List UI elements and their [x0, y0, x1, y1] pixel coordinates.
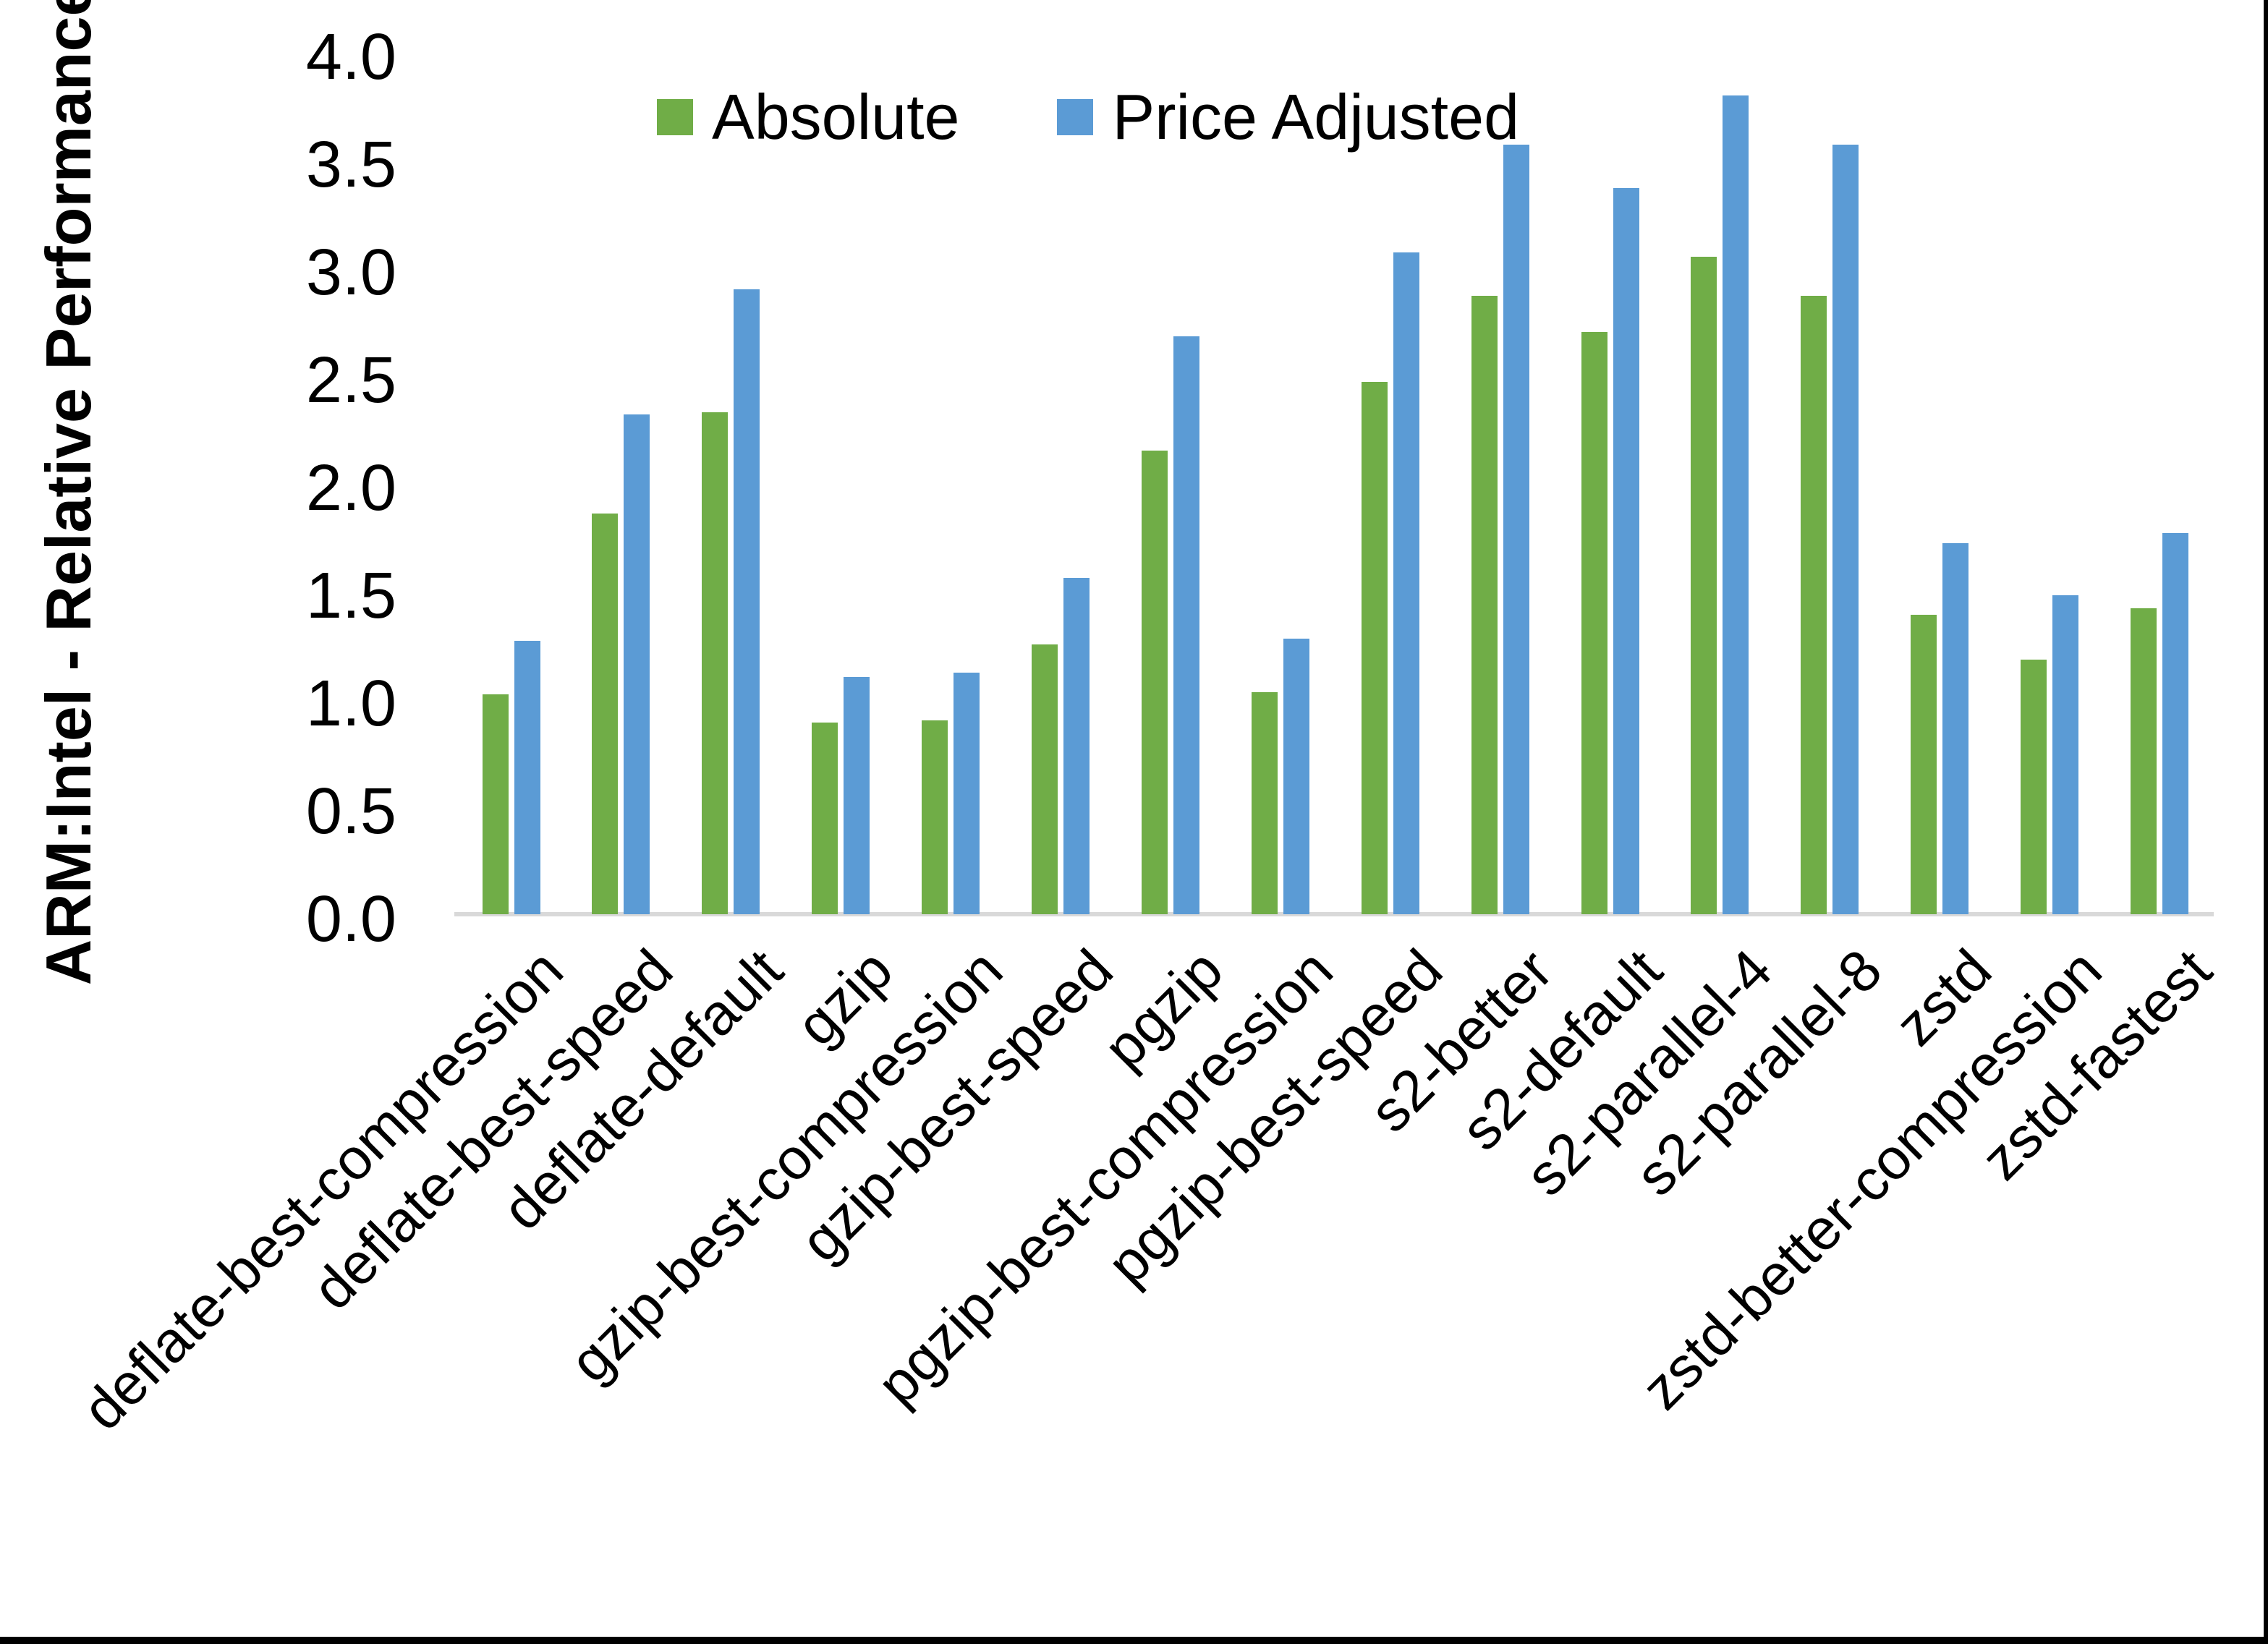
bar-absolute-pgzip-best-compression [1252, 692, 1278, 914]
bar-absolute-pgzip [1142, 451, 1168, 914]
bar-absolute-s2-parallel-4 [1691, 257, 1717, 914]
bar-absolute-deflate-best-speed [592, 514, 618, 914]
y-tick-label: 1.5 [305, 560, 396, 632]
bar-absolute-gzip-best-compression [922, 720, 948, 914]
legend: Absolute Price Adjusted [657, 72, 1519, 162]
bar-absolute-pgzip-best-speed [1362, 382, 1388, 914]
bar-absolute-s2-default [1581, 332, 1607, 914]
y-tick-label: 0.5 [305, 775, 396, 848]
bar-price-adjusted-deflate-best-compression [514, 641, 540, 914]
y-tick-label: 2.5 [305, 344, 396, 417]
y-tick-label: 3.0 [305, 237, 396, 309]
bar-price-adjusted-s2-default [1613, 188, 1639, 914]
bar-absolute-zstd-better-compression [2021, 660, 2047, 914]
bar-price-adjusted-deflate-best-speed [624, 414, 650, 914]
bar-price-adjusted-zstd-fastest [2162, 533, 2188, 914]
y-tick-label: 3.5 [305, 129, 396, 201]
bar-absolute-s2-parallel-8 [1801, 296, 1827, 914]
bar-absolute-s2-better [1471, 296, 1498, 914]
bar-absolute-zstd-fastest [2131, 608, 2157, 914]
bar-price-adjusted-zstd-better-compression [2052, 595, 2078, 914]
bar-price-adjusted-deflate-default [734, 289, 760, 914]
bar-absolute-deflate-default [702, 412, 728, 914]
y-tick-label: 4.0 [305, 21, 396, 93]
bar-price-adjusted-gzip-best-compression [954, 673, 980, 914]
bar-absolute-deflate-best-compression [483, 694, 509, 914]
bar-absolute-gzip [812, 723, 838, 914]
bar-price-adjusted-zstd [1942, 543, 1968, 914]
y-tick-label: 0.0 [305, 883, 396, 955]
y-tick-label: 1.0 [305, 668, 396, 740]
legend-swatch-absolute-icon [657, 99, 693, 135]
bar-price-adjusted-gzip [844, 677, 870, 914]
bar-price-adjusted-s2-parallel-8 [1832, 145, 1859, 914]
bar-price-adjusted-gzip-best-speed [1063, 578, 1090, 914]
legend-label-absolute: Absolute [712, 81, 960, 153]
legend-swatch-price-adjusted-icon [1057, 99, 1094, 135]
legend-item-price-adjusted: Price Adjusted [1057, 72, 1519, 162]
bar-price-adjusted-s2-parallel-4 [1723, 95, 1749, 914]
legend-label-price-adjusted: Price Adjusted [1112, 81, 1520, 153]
bar-price-adjusted-pgzip-best-compression [1283, 639, 1309, 914]
y-tick-label: 2.0 [305, 452, 396, 524]
legend-item-absolute: Absolute [657, 72, 959, 162]
x-axis-line [454, 912, 2214, 916]
bar-absolute-gzip-best-speed [1032, 644, 1058, 914]
bar-price-adjusted-s2-better [1503, 145, 1529, 914]
frame-border-bottom [0, 1637, 2268, 1644]
bar-price-adjusted-pgzip [1173, 336, 1199, 914]
bar-absolute-zstd [1911, 615, 1937, 914]
frame-border-right [2264, 0, 2268, 1644]
bar-price-adjusted-pgzip-best-speed [1393, 252, 1419, 914]
